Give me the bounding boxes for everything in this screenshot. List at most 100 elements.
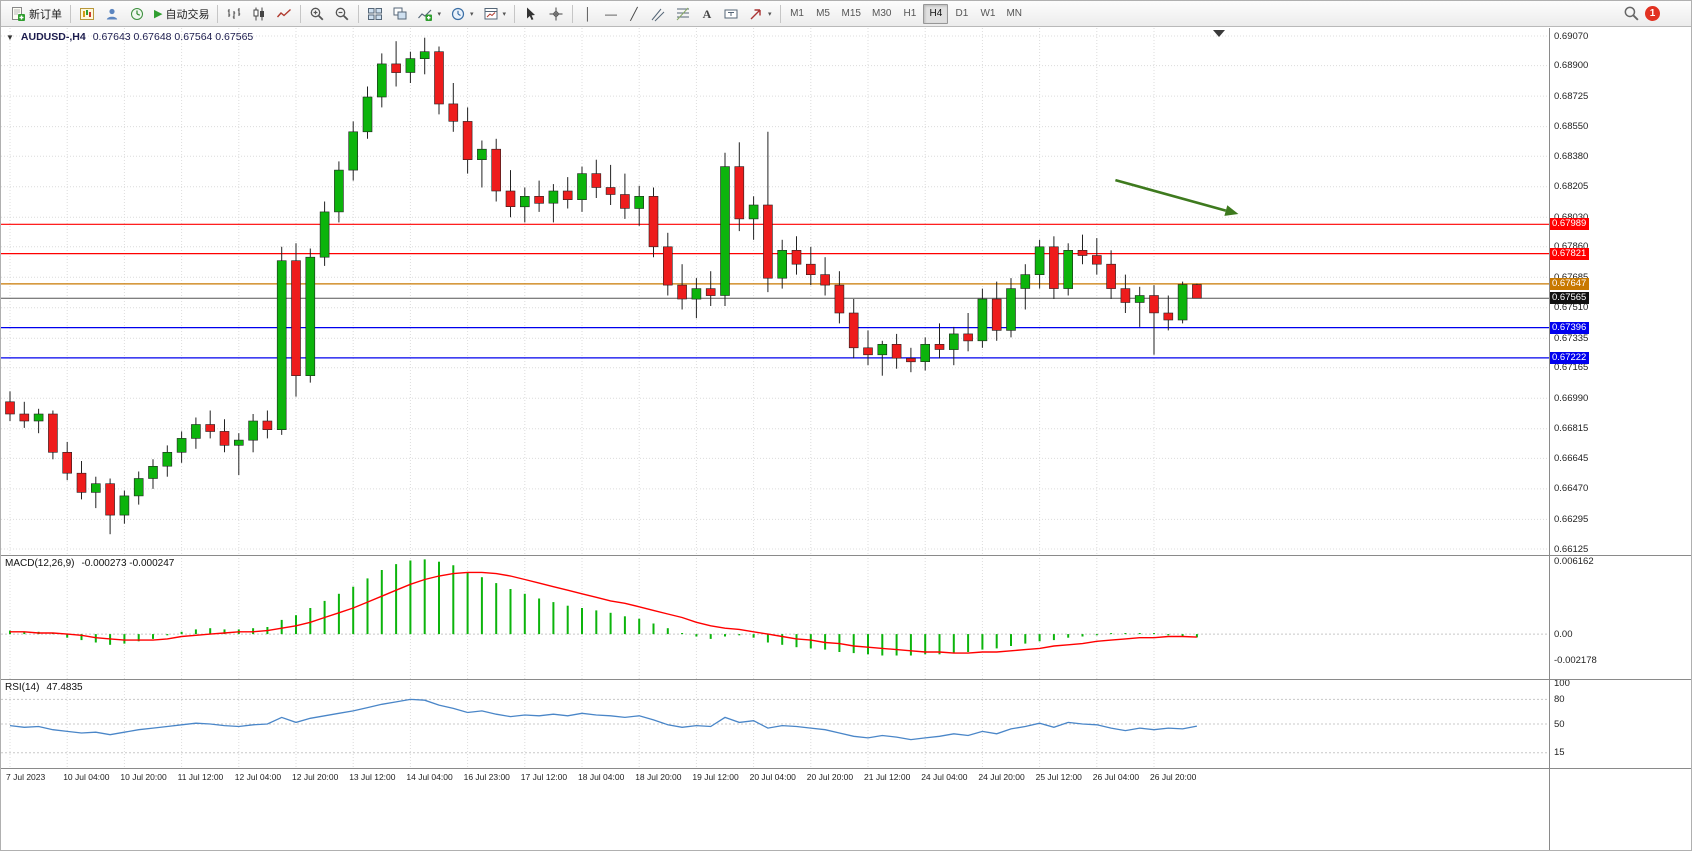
time-axis-label: 18 Jul 04:00 xyxy=(578,772,625,782)
price-axis-label: 0.68725 xyxy=(1554,90,1589,102)
price-axis-label: 0.66645 xyxy=(1554,452,1589,464)
chevron-down-icon: ▾ xyxy=(437,10,441,18)
macd-canvas[interactable] xyxy=(1,555,1549,679)
templates-button[interactable]: ▾ xyxy=(479,3,511,25)
zoom-in-icon xyxy=(311,7,324,20)
chart-title: ▼ AUDUSD-,H4 0.67643 0.67648 0.67564 0.6… xyxy=(6,31,253,43)
trendline-tool-button[interactable]: ╱ xyxy=(623,3,645,25)
rsi-axis-label: 15 xyxy=(1554,747,1565,759)
tile-windows-button[interactable] xyxy=(363,3,387,25)
arrows-tool-button[interactable]: ▾ xyxy=(744,3,776,25)
zoom-out-icon xyxy=(336,7,349,20)
timeframe-mn[interactable]: MN xyxy=(1001,4,1027,24)
chart-shift-marker-icon[interactable] xyxy=(1213,30,1225,37)
price-axis-label: 0.68550 xyxy=(1554,121,1589,133)
text-icon: A xyxy=(702,6,712,21)
toolbar-separator xyxy=(358,4,360,23)
time-axis-label: 18 Jul 20:00 xyxy=(635,772,682,782)
new-chart-button[interactable] xyxy=(75,3,99,25)
text-label-icon xyxy=(724,9,738,18)
toolbar: 新订单 ▶ 自动交易 xyxy=(1,1,1691,27)
time-axis-label: 17 Jul 12:00 xyxy=(520,772,568,782)
macd-axis-label: 0.00 xyxy=(1554,628,1573,640)
panel-divider[interactable] xyxy=(1,679,1691,680)
channel-icon xyxy=(651,8,665,21)
time-axis-label: 10 Jul 04:00 xyxy=(63,772,110,782)
profiles-icon xyxy=(106,8,118,19)
chart-collapse-icon[interactable]: ▼ xyxy=(6,32,14,42)
chevron-down-icon: ▾ xyxy=(502,10,507,18)
autotrading-label: 自动交易 xyxy=(165,8,210,21)
zoom-out-button[interactable] xyxy=(330,3,354,25)
price-axis-label: 0.67335 xyxy=(1554,332,1589,344)
price-axis-label: 0.66470 xyxy=(1554,483,1589,495)
time-axis-label: 20 Jul 20:00 xyxy=(806,772,854,782)
market-watch-button[interactable] xyxy=(125,3,149,25)
rsi-label: RSI(14) 47.4835 xyxy=(5,682,83,693)
arrow-tool-icon xyxy=(750,8,761,19)
periods-button[interactable]: ▾ xyxy=(446,3,478,25)
crosshair-icon xyxy=(549,7,563,20)
fibonacci-tool-button[interactable] xyxy=(671,3,695,25)
time-axis-label: 20 Jul 04:00 xyxy=(749,772,796,782)
new-order-button[interactable]: 新订单 xyxy=(6,3,66,25)
macd-values: -0.000273 -0.000247 xyxy=(81,558,175,569)
indicators-button[interactable]: ▾ xyxy=(413,3,445,25)
price-axis-label: 0.67685 xyxy=(1554,272,1588,283)
new-chart-icon xyxy=(80,7,94,20)
macd-name: MACD(12,26,9) xyxy=(5,558,75,569)
main-chart-panel[interactable]: ▼ AUDUSD-,H4 0.67643 0.67648 0.67564 0.6… xyxy=(1,28,1549,555)
channel-tool-button[interactable] xyxy=(646,3,670,25)
timeframe-d1[interactable]: D1 xyxy=(949,4,974,24)
cursor-icon xyxy=(527,7,536,20)
horizontal-line-tool-button[interactable]: — xyxy=(600,3,622,25)
panel-divider[interactable] xyxy=(1,768,1691,769)
time-axis-label: 11 Jul 12:00 xyxy=(177,772,224,782)
time-axis[interactable]: 7 Jul 2023 10 Jul 04:00 10 Jul 20:00 11 Jul… xyxy=(1,768,1549,788)
timeframe-w1[interactable]: W1 xyxy=(975,4,1000,24)
label-tool-button[interactable] xyxy=(719,3,743,25)
vertical-line-tool-button[interactable]: │ xyxy=(577,3,599,25)
line-chart-button[interactable] xyxy=(272,3,296,25)
panel-divider[interactable] xyxy=(1,555,1691,556)
timeframe-m15[interactable]: M15 xyxy=(837,4,866,24)
profiles-button[interactable] xyxy=(100,3,124,25)
price-axis[interactable]: 0.69070 0.68900 0.68725 0.68550 0.68380 0.682… xyxy=(1549,28,1691,850)
rsi-canvas[interactable] xyxy=(1,679,1549,768)
price-level-tag: 0.67989 xyxy=(1550,218,1590,231)
rsi-panel[interactable]: RSI(14) 47.4835 xyxy=(1,679,1549,768)
time-axis-label: 21 Jul 12:00 xyxy=(864,772,911,782)
chevron-down-icon: ▾ xyxy=(768,10,772,18)
bar-chart-button[interactable] xyxy=(222,3,246,25)
tile-windows-icon xyxy=(368,7,383,20)
price-axis-label: 0.66295 xyxy=(1554,513,1589,525)
new-order-icon xyxy=(12,6,25,21)
text-tool-button[interactable]: A xyxy=(696,3,718,25)
trend-arrow-annotation[interactable] xyxy=(1115,178,1239,216)
trendline-icon: ╱ xyxy=(630,6,638,21)
candlestick-icon xyxy=(253,7,265,20)
notification-badge[interactable]: 1 xyxy=(1645,6,1660,21)
search-button[interactable] xyxy=(1619,3,1644,25)
crosshair-button[interactable] xyxy=(544,3,568,25)
time-axis-label: 26 Jul 20:00 xyxy=(1150,772,1197,782)
cascade-windows-button[interactable] xyxy=(388,3,412,25)
cursor-button[interactable] xyxy=(519,3,543,25)
chart-symbol-period: AUDUSD-,H4 xyxy=(20,31,86,43)
price-axis-label: 0.66125 xyxy=(1554,543,1589,555)
timeframe-m1[interactable]: M1 xyxy=(785,4,810,24)
candlestick-button[interactable] xyxy=(247,3,271,25)
time-axis-label: 24 Jul 04:00 xyxy=(921,772,968,782)
price-axis-label: 0.67165 xyxy=(1554,362,1589,374)
current-price-tag: 0.67565 xyxy=(1550,292,1590,305)
macd-panel[interactable]: MACD(12,26,9) -0.000273 -0.000247 xyxy=(1,555,1549,679)
timeframe-m30[interactable]: M30 xyxy=(867,4,896,24)
zoom-in-button[interactable] xyxy=(305,3,329,25)
time-axis-label: 16 Jul 23:00 xyxy=(463,772,510,782)
price-chart-canvas[interactable] xyxy=(1,28,1549,555)
timeframe-m5[interactable]: M5 xyxy=(811,4,836,24)
autotrading-button[interactable]: ▶ 自动交易 xyxy=(150,3,213,25)
timeframe-h4[interactable]: H4 xyxy=(923,3,949,24)
timeframe-h1[interactable]: H1 xyxy=(897,4,922,24)
indicators-icon xyxy=(418,9,433,21)
